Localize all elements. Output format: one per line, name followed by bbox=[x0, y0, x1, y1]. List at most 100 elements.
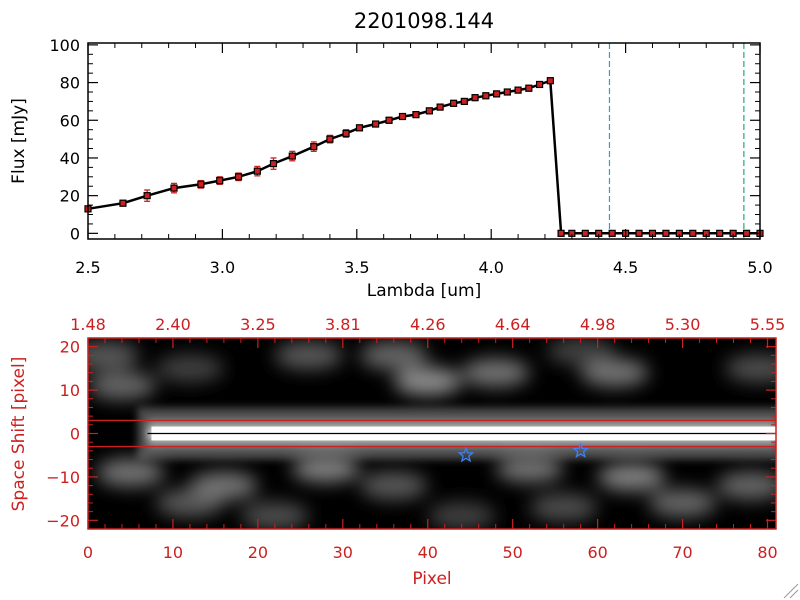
data-point-marker bbox=[535, 80, 544, 89]
spectrum-ytick-labels: 0 20 40 60 80 100 bbox=[49, 36, 80, 243]
data-point-marker bbox=[253, 167, 261, 175]
data-point-marker bbox=[716, 229, 724, 237]
top-tick-label: 2.40 bbox=[155, 315, 191, 334]
spectrum-ticks bbox=[87, 43, 761, 239]
data-point-marker bbox=[635, 229, 643, 237]
x-tick-label: 20 bbox=[248, 543, 268, 562]
x-tick-label: 3.5 bbox=[344, 258, 369, 277]
data-point-marker bbox=[689, 229, 697, 237]
x-tick-label: 2.5 bbox=[75, 258, 100, 277]
x-tick-label: 30 bbox=[333, 543, 353, 562]
y-tick-label: 60 bbox=[60, 111, 80, 130]
image-blob bbox=[580, 358, 649, 387]
y-tick-label: 0 bbox=[70, 425, 80, 444]
y-tick-label: −20 bbox=[46, 511, 80, 530]
data-point-marker bbox=[355, 124, 364, 132]
image-blob bbox=[359, 341, 428, 370]
data-point-marker bbox=[197, 180, 205, 188]
image-blob bbox=[495, 454, 564, 483]
image-blob bbox=[648, 488, 717, 517]
image-blob bbox=[393, 367, 462, 396]
image-blob bbox=[189, 471, 258, 500]
spectral-image-lines bbox=[88, 419, 776, 448]
spectral-image-ticks bbox=[87, 338, 776, 529]
data-point-marker bbox=[662, 229, 670, 237]
data-point-marker bbox=[412, 111, 420, 119]
data-point-marker bbox=[216, 176, 224, 185]
y-tick-label: 10 bbox=[60, 381, 80, 400]
spectrum-axes-frame bbox=[87, 42, 761, 240]
top-tick-label: 4.98 bbox=[580, 315, 616, 334]
data-point-marker bbox=[503, 88, 511, 96]
x-tick-label: 60 bbox=[587, 543, 607, 562]
image-blob bbox=[716, 471, 776, 500]
data-point-marker bbox=[425, 107, 433, 115]
image-blob bbox=[461, 358, 530, 387]
data-point-marker bbox=[514, 86, 522, 94]
x-tick-label: 10 bbox=[163, 543, 183, 562]
data-point-marker bbox=[608, 229, 616, 237]
data-point-marker bbox=[269, 160, 278, 168]
data-point-marker bbox=[234, 173, 243, 181]
data-point-marker bbox=[557, 229, 565, 237]
spectral-image-x-axis-label: Pixel bbox=[412, 569, 451, 589]
y-tick-label: 20 bbox=[60, 187, 80, 206]
data-point-marker bbox=[449, 99, 458, 107]
top-tick-label: 1.48 bbox=[70, 315, 106, 334]
spectrum-vlines bbox=[608, 43, 745, 239]
top-tick-label: 5.30 bbox=[665, 315, 701, 334]
resize-grip-icon[interactable] bbox=[783, 583, 799, 599]
top-tick-label: 3.81 bbox=[325, 315, 361, 334]
y-tick-label: 40 bbox=[60, 149, 80, 168]
data-point-marker bbox=[342, 129, 350, 138]
x-tick-label: 40 bbox=[418, 543, 438, 562]
data-point-marker bbox=[460, 97, 468, 106]
top-tick-label: 4.64 bbox=[495, 315, 531, 334]
image-blob bbox=[359, 471, 428, 500]
image-blob bbox=[291, 454, 360, 483]
image-blob bbox=[274, 341, 343, 370]
data-point-marker bbox=[525, 84, 533, 92]
x-tick-label: 70 bbox=[672, 543, 692, 562]
spectrum-xtick-labels: 2.5 3.0 3.5 4.0 4.5 5.0 bbox=[75, 258, 772, 277]
x-tick-label: 4.0 bbox=[478, 258, 503, 277]
y-tick-label: −10 bbox=[46, 468, 80, 487]
image-blob bbox=[96, 458, 165, 487]
data-point-marker bbox=[581, 229, 589, 237]
spectral-image-panel: 0 10 20 30 40 50 60 70 80 1.48 2.40 3.25 3.81 4.26 4.… bbox=[9, 315, 785, 589]
image-blob bbox=[88, 341, 139, 370]
data-point-marker bbox=[546, 77, 554, 85]
data-point-marker bbox=[742, 229, 751, 237]
spectral-image-stars bbox=[457, 442, 589, 463]
data-point-marker bbox=[436, 103, 444, 111]
spectral-image-xtick-labels: 0 10 20 30 40 50 60 70 80 bbox=[83, 543, 778, 562]
x-tick-label: 4.5 bbox=[613, 258, 638, 277]
top-tick-label: 4.26 bbox=[410, 315, 446, 334]
top-tick-label: 3.25 bbox=[240, 315, 276, 334]
x-tick-label: 50 bbox=[503, 543, 523, 562]
spectrum-markers bbox=[84, 77, 764, 237]
star-marker-icon bbox=[572, 442, 589, 458]
image-blob bbox=[427, 501, 496, 529]
data-point-marker bbox=[288, 152, 296, 160]
y-tick-label: 0 bbox=[70, 224, 80, 243]
data-point-marker bbox=[119, 199, 127, 207]
spectral-image-top-tick-labels: 1.48 2.40 3.25 3.81 4.26 4.64 4.98 5.30 5.55 bbox=[70, 315, 785, 334]
data-point-marker bbox=[326, 135, 334, 143]
spectrum-y-axis-label: Flux [mJy] bbox=[9, 98, 29, 184]
star-marker-icon bbox=[457, 446, 475, 463]
y-tick-label: 100 bbox=[49, 36, 80, 55]
y-tick-label: 80 bbox=[60, 74, 80, 93]
spectral-image-blobs bbox=[88, 338, 776, 529]
data-point-marker bbox=[471, 94, 479, 102]
data-point-marker bbox=[143, 192, 151, 200]
image-blob bbox=[725, 354, 776, 383]
data-point-marker bbox=[372, 120, 380, 128]
figure-title: 2201098.144 bbox=[354, 9, 494, 33]
x-tick-label: 3.0 bbox=[210, 258, 235, 277]
data-point-marker bbox=[310, 143, 318, 151]
spectrum-line bbox=[87, 78, 760, 235]
spectral-image-y-axis-label: Space Shift [pixel] bbox=[9, 357, 29, 512]
spectrum-x-axis-label: Lambda [um] bbox=[367, 281, 481, 301]
